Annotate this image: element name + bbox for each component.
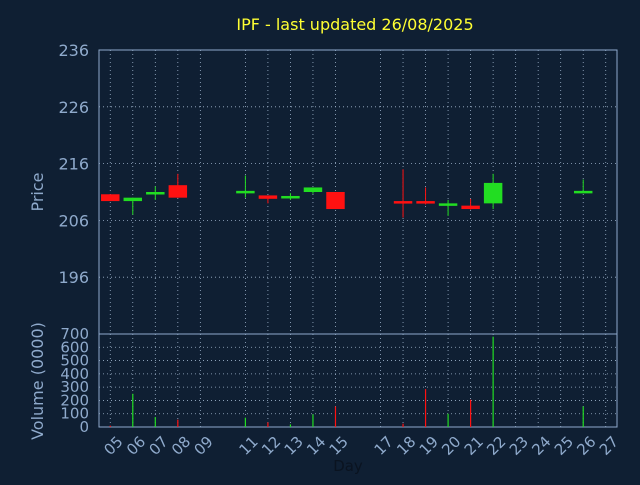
volume-y-tick-label: 400 — [60, 365, 89, 383]
volume-y-tick-label: 500 — [60, 352, 89, 370]
price-grid — [99, 49, 617, 334]
volume-bars — [109, 336, 584, 427]
candle-body — [281, 195, 300, 199]
x-axis-label: Day — [333, 457, 363, 475]
volume-grid — [99, 333, 617, 428]
x-tick-label: 27 — [596, 433, 622, 459]
candle-body — [101, 194, 120, 202]
candle-body — [438, 203, 458, 206]
volume-y-axis-label: Volume (0000) — [28, 322, 47, 440]
candle-body — [168, 185, 188, 198]
price-y-tick-label: 236 — [58, 41, 89, 60]
volume-y-tick-label: 600 — [60, 338, 89, 356]
volume-plot-frame — [98, 333, 618, 428]
x-tick-label: 15 — [326, 433, 352, 459]
candle-body — [236, 190, 255, 194]
volume-y-tick-label: 700 — [60, 325, 89, 343]
candle-body — [146, 192, 165, 195]
candlesticks — [101, 169, 593, 218]
candle-body — [393, 201, 413, 204]
price-y-tick-label: 226 — [58, 98, 89, 117]
price-y-tick-label: 196 — [58, 268, 89, 287]
volume-y-tick-label: 100 — [60, 405, 89, 423]
candle-body — [573, 190, 593, 194]
price-y-axis-label: Price — [28, 172, 47, 211]
volume-y-tick-label: 0 — [79, 418, 89, 436]
x-tick-label: 09 — [190, 433, 216, 459]
candle-body — [483, 182, 503, 204]
price-y-tick-label: 206 — [58, 211, 89, 230]
candle-body — [303, 187, 323, 192]
candle-body — [123, 197, 143, 202]
volume-y-tick-label: 200 — [60, 391, 89, 409]
price-y-tick-label: 216 — [58, 155, 89, 174]
chart-title: IPF - last updated 26/08/2025 — [236, 15, 473, 34]
candle-body — [416, 201, 435, 204]
price-y-axis-ticks: 236 226 216 206 196 — [58, 41, 89, 287]
candle-body — [326, 192, 345, 210]
candle-body — [461, 205, 480, 210]
candle-body — [258, 195, 278, 199]
volume-y-tick-label: 300 — [60, 378, 89, 396]
